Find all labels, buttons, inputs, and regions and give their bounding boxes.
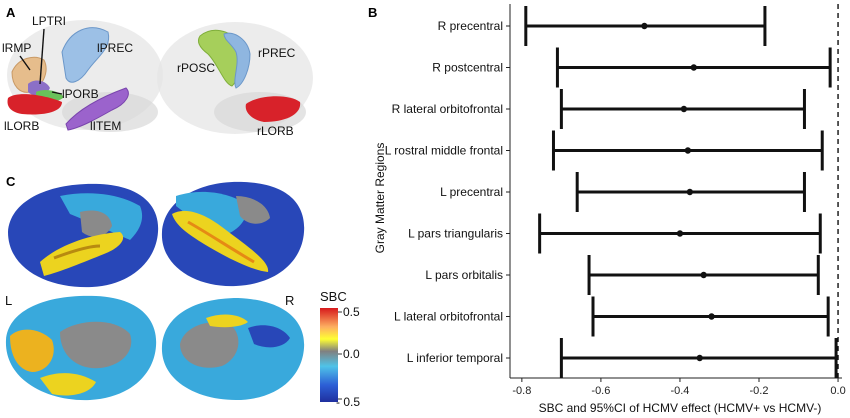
surface-left-medial-yellow [40, 373, 96, 396]
point-estimate [684, 147, 692, 154]
x-tick-label: -0.2 [750, 385, 769, 397]
colorbar-tick-label-top: 0.5 [343, 305, 360, 319]
colorbar-tick-label-bottom: - 0.5 [336, 395, 360, 409]
label-lporb: lPORB [62, 87, 99, 101]
surface-right-lateral [161, 181, 305, 287]
colorbar-tick-label-mid: 0.0 [343, 347, 360, 361]
forest-row: L inferior temporal [407, 338, 838, 378]
x-axis-ticks: -0.8 -0.6 -0.4 -0.2 0.0 [512, 378, 846, 397]
point-estimate [676, 230, 684, 237]
pointer-lrmp [19, 55, 31, 71]
forest-row: L precentral [440, 172, 806, 212]
point-estimate [700, 271, 707, 279]
left-glass-brain [7, 20, 163, 132]
x-tick-label: -0.4 [670, 385, 689, 397]
forest-row: L rostral middle frontal [385, 130, 824, 171]
surface-right-lateral-orange-sulcus [187, 220, 255, 264]
hemisphere-left-label: L [5, 293, 12, 308]
panel-a-letter: A [6, 5, 16, 20]
surface-left-medial [5, 295, 157, 401]
label-litem: lITEM [90, 119, 121, 133]
surface-left-medial-orange [10, 329, 54, 372]
forest-row: L lateral orbitofrontal [394, 296, 830, 337]
label-lprec: lPREC [97, 41, 133, 55]
forest-row: L pars triangularis [408, 213, 822, 254]
roi-llorb [7, 94, 63, 115]
x-tick-label: -0.6 [591, 385, 610, 397]
forest-row: R lateral orbitofrontal [392, 89, 806, 129]
point-estimate [690, 64, 697, 71]
y-tick-label: L precentral [440, 185, 503, 199]
roi-litem [65, 87, 129, 131]
roi-rprec [223, 32, 251, 89]
hemisphere-right-label: R [285, 293, 294, 308]
point-estimate [686, 188, 694, 196]
pointer-lporb [51, 91, 63, 95]
surface-left-medial-gray [60, 321, 132, 369]
label-lrmp: lRMP [2, 41, 31, 55]
surface-right-medial-gray [180, 322, 239, 368]
surface-right-lateral-gray [236, 196, 270, 224]
y-tick-label: L lateral orbitofrontal [394, 310, 503, 324]
point-estimate [696, 354, 703, 362]
label-lptri: LPTRI [32, 14, 66, 28]
panel-c: C L [5, 174, 360, 409]
surface-right-medial-blue [248, 325, 290, 348]
surface-left-lateral-gray [80, 210, 112, 237]
surface-right-medial-yellow [206, 314, 248, 328]
surface-right-lateral-cyan [176, 191, 247, 236]
forest-row: R precentral [438, 6, 767, 46]
x-axis-title: SBC and 95%CI of HCMV effect (HCMV+ vs H… [539, 401, 822, 415]
y-tick-label: R lateral orbitofrontal [392, 102, 503, 116]
forest-row: R postcentral [432, 47, 832, 88]
right-glass-brain [157, 22, 313, 134]
y-tick-label: L pars triangularis [408, 227, 503, 241]
y-tick-label: L rostral middle frontal [385, 144, 503, 158]
y-tick-label: L pars orbitalis [425, 268, 503, 282]
colorbar-title: SBC [320, 289, 347, 304]
y-tick-label: R precentral [438, 19, 503, 33]
surface-left-lateral [8, 183, 159, 288]
pointer-lptri [39, 28, 45, 85]
x-tick-label: 0.0 [830, 385, 845, 397]
x-tick-label: -0.8 [512, 385, 531, 397]
colorbar-gradient [320, 308, 338, 402]
label-rlorb: rLORB [257, 124, 294, 138]
surface-left-lateral-yellow [40, 232, 124, 276]
panel-b-letter: B [368, 5, 377, 20]
point-estimate [680, 105, 688, 113]
point-estimate [708, 313, 715, 320]
surface-left-lateral-orange-sulcus [53, 244, 101, 260]
roi-lprec [61, 27, 110, 83]
y-tick-label: L inferior temporal [407, 351, 503, 365]
label-rposc: rPOSC [177, 61, 215, 75]
y-tick-label: R postcentral [432, 61, 503, 75]
forest-rows: R precentral R postcentral R lateral orbit… [385, 6, 838, 378]
panel-a: A lRMP LPTRI lPREC lPORB lLORB lITEM [2, 5, 313, 138]
point-estimate [641, 22, 648, 30]
panel-c-letter: C [6, 174, 16, 189]
label-rprec: rPREC [258, 46, 296, 60]
roi-rlorb [245, 96, 301, 122]
panel-b: B Gray Matter Regions SBC and 95%CI of H… [368, 4, 846, 415]
forest-row: L pars orbitalis [425, 255, 820, 295]
y-axis-title: Gray Matter Regions [373, 143, 387, 254]
label-llorb: lLORB [4, 119, 39, 133]
surface-right-medial [161, 298, 305, 400]
